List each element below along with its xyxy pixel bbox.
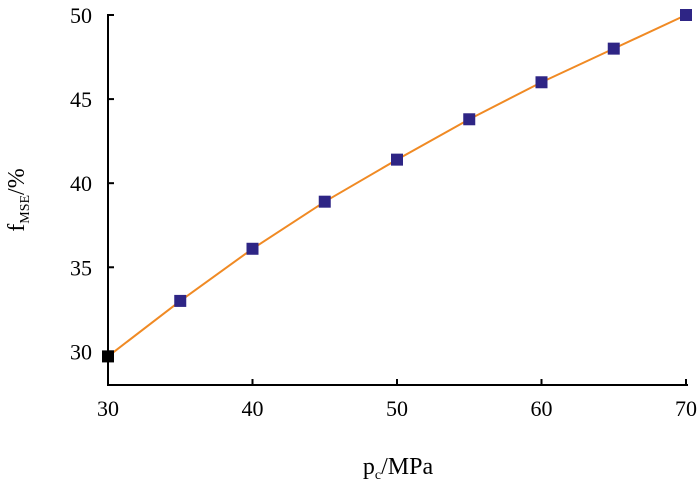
data-point-marker: [391, 153, 403, 166]
y-tick-label: 50: [70, 3, 92, 28]
x-tick-label: 40: [242, 396, 264, 421]
x-axis-title: pc/MPa: [363, 454, 434, 483]
y-tick-label: 40: [70, 171, 92, 196]
y-tick-label: 45: [70, 87, 92, 112]
y-tick-label: 30: [70, 339, 92, 364]
data-point-marker: [680, 9, 692, 21]
series-group: [102, 9, 692, 363]
x-tick-label: 30: [97, 396, 119, 421]
data-point-marker: [318, 195, 331, 208]
data-point-marker: [174, 294, 187, 307]
data-point-marker: [246, 242, 259, 255]
data-point-marker: [102, 350, 114, 363]
x-tick-label: 70: [675, 396, 697, 421]
y-tick-label: 35: [70, 255, 92, 280]
y-axis-title: fMSE/%: [4, 168, 33, 231]
x-tick-label: 60: [531, 396, 553, 421]
x-tick-label: 50: [386, 396, 408, 421]
data-point-marker: [607, 42, 620, 55]
series-line: [107, 14, 687, 358]
data-point-marker: [535, 76, 548, 89]
axes: [107, 14, 688, 386]
data-point-marker: [463, 113, 476, 126]
ticks: 30 40 50 60 70 30 35 40 45 50: [70, 3, 697, 421]
